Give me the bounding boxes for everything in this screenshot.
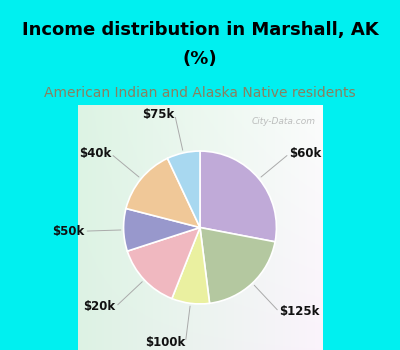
Text: $50k: $50k xyxy=(52,225,84,238)
Wedge shape xyxy=(127,228,200,299)
Text: $75k: $75k xyxy=(142,108,175,121)
Text: $60k: $60k xyxy=(289,147,321,160)
Wedge shape xyxy=(124,209,200,251)
Text: $40k: $40k xyxy=(79,147,111,160)
Wedge shape xyxy=(200,228,275,303)
Text: City-Data.com: City-Data.com xyxy=(251,117,315,126)
Text: $125k: $125k xyxy=(279,305,320,318)
Text: Income distribution in Marshall, AK: Income distribution in Marshall, AK xyxy=(22,21,378,39)
Wedge shape xyxy=(200,151,276,242)
Text: $20k: $20k xyxy=(84,300,116,313)
Text: American Indian and Alaska Native residents: American Indian and Alaska Native reside… xyxy=(44,86,356,100)
Wedge shape xyxy=(172,228,210,304)
Wedge shape xyxy=(168,151,200,228)
Text: (%): (%) xyxy=(183,50,217,68)
Wedge shape xyxy=(126,158,200,228)
Text: $100k: $100k xyxy=(145,336,186,349)
